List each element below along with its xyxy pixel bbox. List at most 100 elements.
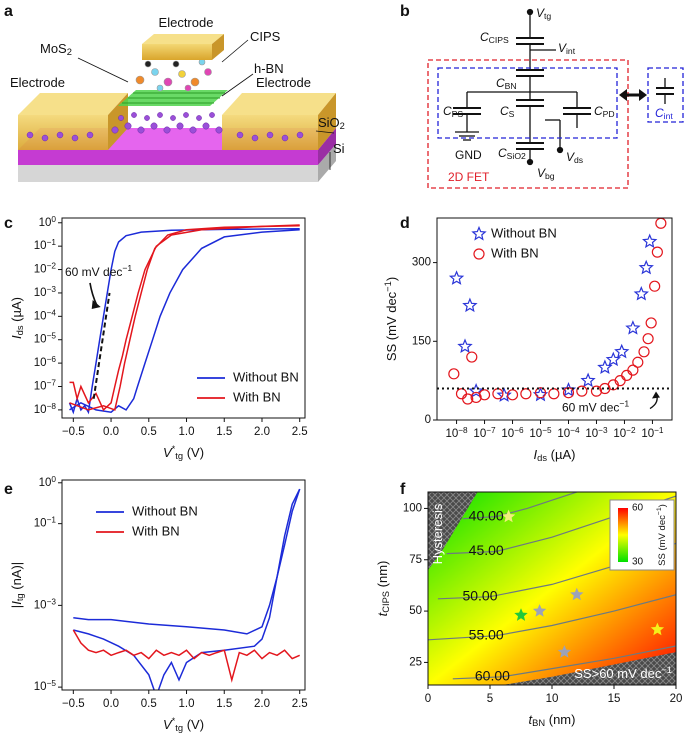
device-label: MoS2 [40, 41, 72, 56]
y-tick-label: 10−4 [34, 308, 57, 322]
y-tick-label: 10−6 [34, 355, 57, 369]
y-axis-label-part: t [375, 611, 390, 616]
arrow-head [652, 391, 660, 399]
x-tick-label: 0.5 [141, 698, 157, 710]
excluded-region [428, 492, 478, 570]
polygon [18, 150, 318, 165]
y-tick-label: 50 [409, 605, 422, 617]
y-tick-label: 10−3 [34, 285, 57, 299]
x-axis-label-part: (V) [183, 717, 204, 732]
x-axis-label-part: V [163, 445, 173, 460]
star-marker [638, 259, 654, 275]
x-tick-label-base: −0.5 [62, 426, 85, 438]
device-label: CIPS [250, 29, 281, 44]
polygon [18, 115, 108, 150]
star-marker [448, 270, 465, 285]
plot-frame [61, 479, 306, 691]
circle-marker [645, 317, 657, 329]
y-axis-label-part: I [9, 335, 24, 339]
device-label-part: Electrode [256, 75, 311, 90]
x-tick-label-base: 10 [473, 428, 486, 440]
circuit-label-part: V [536, 6, 545, 20]
contour-line [452, 645, 676, 680]
star-marker [496, 387, 512, 402]
x-tick-label-base: 10 [557, 428, 570, 440]
panel-letter: e [4, 481, 13, 498]
curve [69, 229, 300, 413]
curve [69, 224, 300, 412]
polygon [222, 93, 336, 115]
x-tick-label-base: 2.5 [292, 426, 308, 438]
panel-letter: d [400, 215, 410, 232]
circle [204, 68, 212, 76]
circle [172, 60, 180, 68]
circle [135, 75, 145, 85]
arrow-head [91, 299, 101, 309]
contour-label: 45.00 [469, 542, 504, 558]
x-axis-label-part: ds [537, 453, 547, 463]
circuit-label-part: SiO2 [507, 151, 526, 161]
x-axis-label: tBN (nm) [529, 712, 576, 727]
plot-area [68, 224, 300, 415]
circle [251, 134, 259, 142]
circuit-label-part: S [509, 109, 515, 119]
y-tick-label-exp: −7 [47, 378, 57, 387]
circuit-label-part: PS [452, 109, 464, 119]
y-tick-label: 300 [412, 257, 431, 269]
y-tick-label: 10−7 [34, 378, 57, 392]
y-tick-label-exp: 0 [51, 474, 56, 483]
circle [556, 146, 564, 154]
x-tick-label: 10 [546, 693, 559, 705]
g [26, 112, 304, 142]
circuit-label-part: V [558, 41, 567, 55]
plot-frame [436, 217, 673, 421]
x-tick-label-base: 2.0 [254, 698, 270, 710]
colorbar-tick: 30 [632, 557, 644, 568]
star-marker [625, 320, 641, 335]
circle [190, 77, 200, 87]
y-tick-label-exp: −8 [47, 401, 57, 410]
y-tick-label-base: 10 [34, 334, 47, 346]
circle [196, 115, 202, 121]
polygon [318, 93, 336, 150]
y-tick-label: 10−2 [34, 261, 57, 275]
x-tick-label-exp: −5 [542, 426, 552, 435]
y-axis-label-part: ) [384, 277, 399, 281]
annotation-part: −1 [122, 263, 132, 273]
y-axis-label-part: (µA) [9, 297, 24, 325]
star-marker [614, 343, 630, 359]
circle-marker [470, 391, 482, 404]
curve [69, 224, 300, 411]
circle [118, 115, 124, 121]
panel-letter: a [4, 3, 13, 20]
x-tick-label: 10−3 [585, 426, 608, 440]
g [77, 39, 335, 170]
x-axis-label: Ids (µA) [534, 447, 576, 462]
device-label: Si [333, 141, 345, 156]
x-tick-label-base: 1.5 [216, 426, 232, 438]
x-tick-label-base: 2.0 [254, 426, 270, 438]
x-axis-label-part: tg [175, 451, 183, 461]
y-tick-label-exp: −3 [47, 285, 57, 294]
circle-marker [520, 388, 532, 400]
x-tick-label-exp: −2 [626, 426, 636, 435]
star-marker [570, 587, 584, 601]
star-marker [597, 359, 613, 375]
y-tick-label-base: 10 [34, 287, 47, 299]
x-axis-label-part: tg [175, 723, 183, 733]
polygon [318, 128, 336, 165]
region-label-part: −1 [661, 665, 672, 675]
polygon [18, 93, 128, 115]
circle-marker [590, 385, 603, 397]
circle [144, 115, 150, 121]
circuit-label-part: C [594, 104, 603, 118]
plot-area [72, 488, 301, 690]
x-tick-label: −0.5 [62, 698, 85, 710]
x-tick-label: 10−6 [501, 426, 524, 440]
contour-label: 50.00 [462, 587, 497, 603]
device-label-part: Si [333, 141, 345, 156]
colorbar-tick: 60 [632, 503, 644, 514]
circuit-label-part: C [498, 146, 507, 160]
y-tick-label-exp: −4 [47, 308, 57, 317]
star-marker [532, 604, 547, 617]
